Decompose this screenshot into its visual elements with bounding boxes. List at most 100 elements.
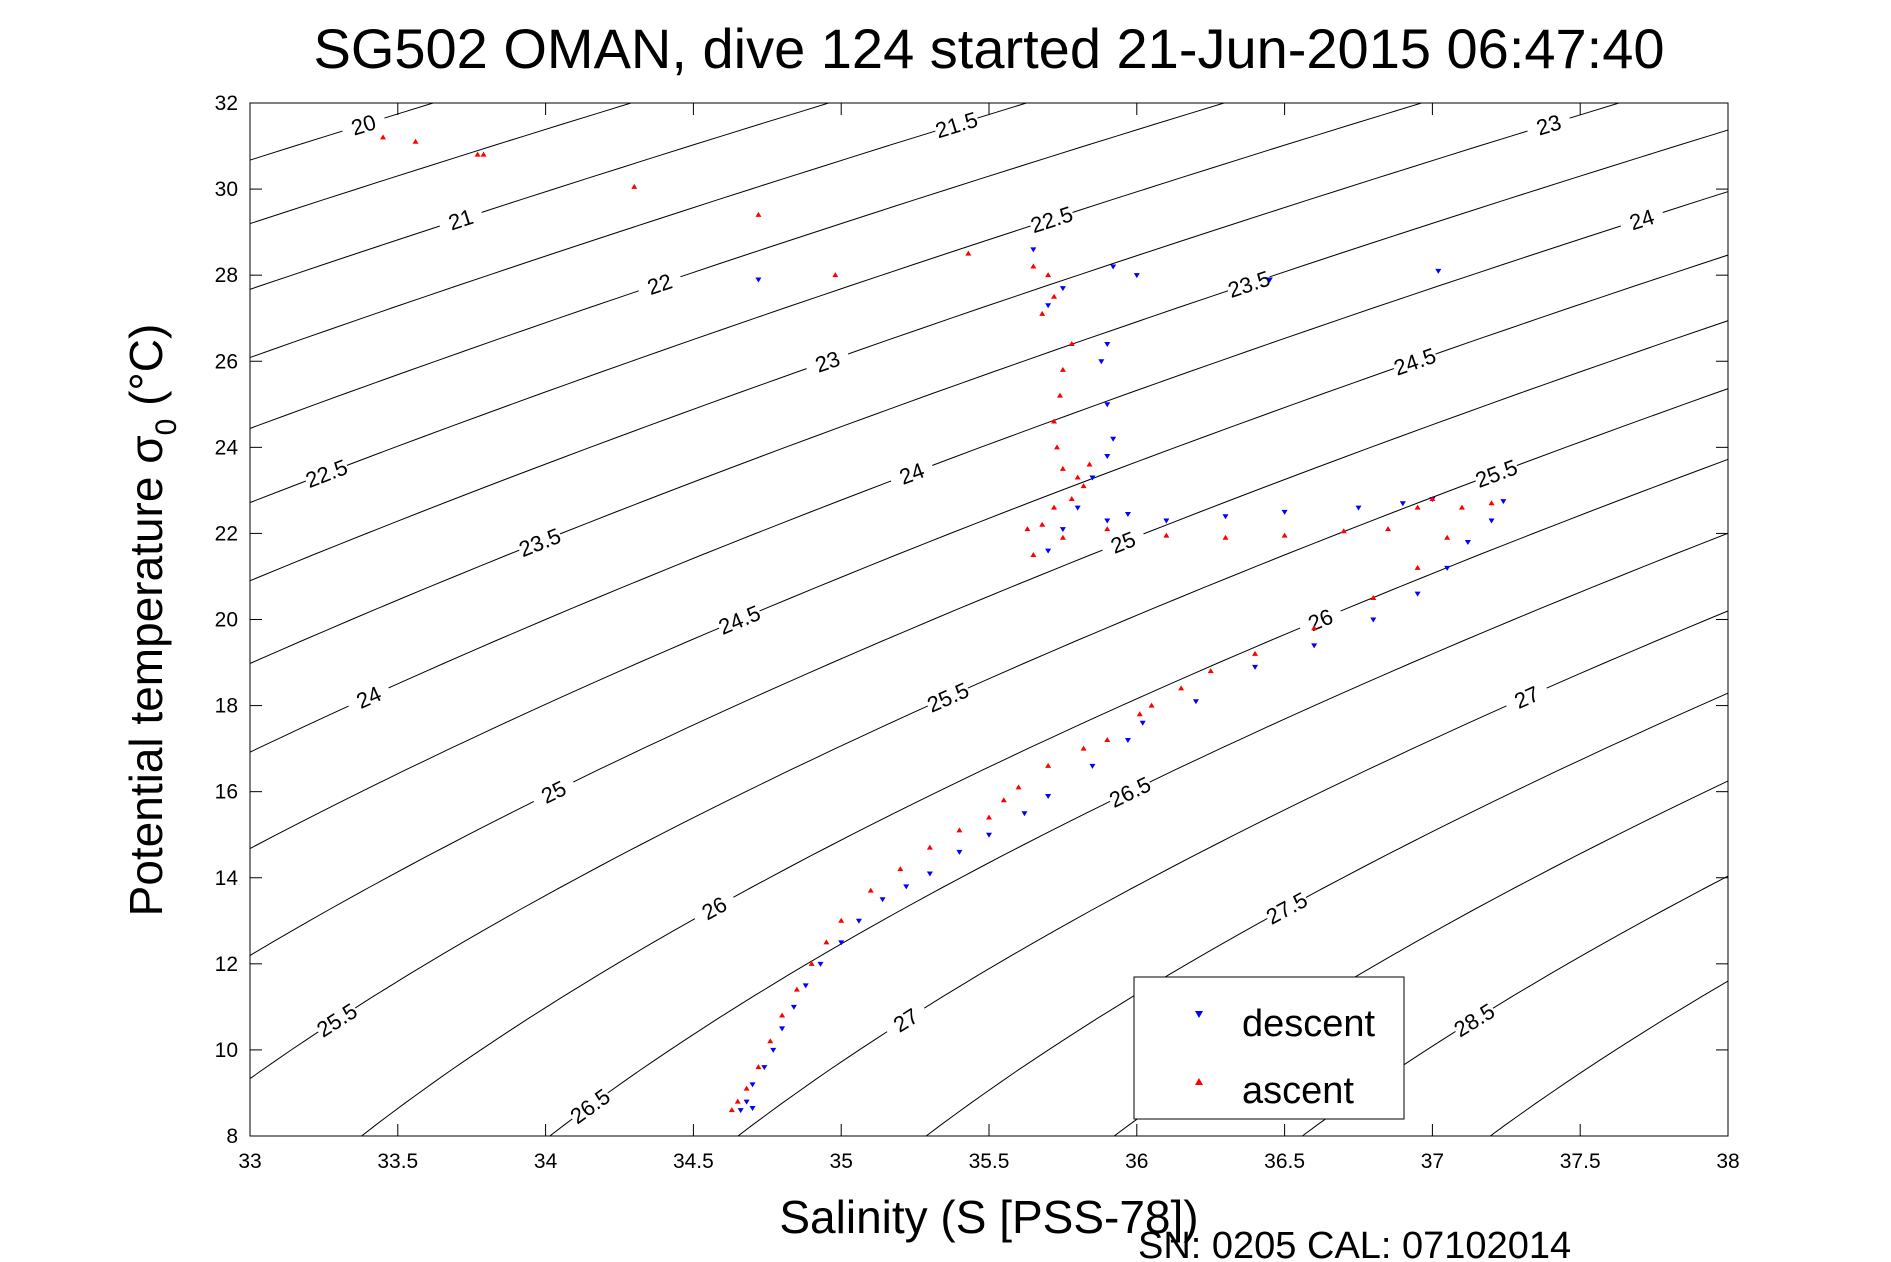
ascent-point bbox=[743, 1085, 750, 1091]
series-descent bbox=[737, 247, 1507, 1114]
descent-point bbox=[1104, 402, 1111, 408]
contour-label-bg bbox=[1523, 105, 1574, 144]
legend-ascent-label: ascent bbox=[1242, 1070, 1354, 1112]
legend-descent-label: descent bbox=[1242, 1003, 1376, 1045]
serial-calibration-footer: SN: 0205 CAL: 07102014 bbox=[1138, 1225, 1571, 1262]
descent-point bbox=[1464, 540, 1471, 546]
legend-ascent-marker bbox=[1195, 1078, 1203, 1085]
descent-point bbox=[1104, 342, 1111, 348]
ascent-point bbox=[1311, 625, 1318, 631]
y-axis-label-unit: (°C) bbox=[120, 324, 172, 419]
ascent-point bbox=[1163, 532, 1170, 538]
descent-point bbox=[1192, 699, 1199, 705]
y-tick-label: 12 bbox=[215, 953, 238, 976]
series-ascent bbox=[380, 134, 1495, 1113]
contour-label-bg bbox=[802, 341, 853, 381]
contour-label-bg bbox=[514, 521, 565, 563]
ascent-point bbox=[1051, 293, 1058, 299]
descent-point bbox=[956, 849, 963, 855]
contour-label-bg bbox=[1448, 997, 1500, 1043]
legend-descent-marker bbox=[1195, 1011, 1203, 1018]
descent-point bbox=[879, 897, 886, 903]
descent-point bbox=[1098, 359, 1105, 365]
descent-point bbox=[1089, 475, 1096, 481]
descent-point bbox=[743, 1099, 750, 1105]
descent-point bbox=[817, 961, 824, 967]
density-contour bbox=[250, 103, 1226, 429]
contour-label-bg bbox=[886, 453, 937, 494]
y-axis-label: Potential temperature σ0 (°C) bbox=[120, 324, 183, 917]
density-contour bbox=[1489, 980, 1728, 1136]
ascent-point bbox=[956, 827, 963, 833]
x-tick-label: 36.5 bbox=[1264, 1150, 1305, 1173]
ascent-point bbox=[1340, 528, 1347, 534]
ascent-point bbox=[897, 866, 904, 872]
ascent-point bbox=[986, 814, 992, 820]
ascent-point bbox=[1370, 594, 1377, 600]
descent-point bbox=[1059, 286, 1066, 292]
descent-point bbox=[903, 884, 910, 890]
ascent-point bbox=[838, 917, 845, 923]
ascent-point bbox=[1053, 444, 1060, 450]
density-contours bbox=[250, 103, 1728, 1136]
contour-label-bg bbox=[435, 200, 486, 239]
ascent-point bbox=[1252, 650, 1259, 656]
ascent-point bbox=[728, 1107, 735, 1113]
y-axis: 8 10 12 14 16 18 20 22 24 26 28 30 32 bbox=[215, 92, 1728, 1148]
contour-label-bg bbox=[1389, 341, 1440, 381]
x-axis: 33 33.5 34 34.5 35 35.5 36 36.5 37 37.5 38 bbox=[238, 103, 1740, 1173]
y-axis-label-subscript: 0 bbox=[150, 419, 183, 436]
ascent-point bbox=[1059, 534, 1066, 540]
legend-box bbox=[1133, 976, 1405, 1120]
ascent-point bbox=[1056, 392, 1063, 398]
descent-point bbox=[855, 918, 862, 924]
descent-point bbox=[1444, 565, 1451, 571]
contour-label-bg bbox=[1026, 200, 1077, 239]
y-tick-label: 8 bbox=[226, 1125, 238, 1148]
density-contour bbox=[250, 103, 831, 290]
descent-point bbox=[926, 871, 933, 877]
ascent-point bbox=[1444, 534, 1451, 540]
y-axis-label-main: Potential temperature σ bbox=[120, 435, 172, 916]
descent-point bbox=[1163, 518, 1170, 524]
x-tick-label: 33.5 bbox=[377, 1150, 418, 1173]
descent-point bbox=[770, 1047, 777, 1053]
ascent-point bbox=[1080, 745, 1087, 751]
descent-point bbox=[1059, 527, 1066, 533]
ascent-point bbox=[1030, 551, 1037, 557]
contour-label-bg bbox=[688, 885, 740, 930]
y-tick-label: 32 bbox=[215, 92, 238, 115]
ascent-point bbox=[1222, 534, 1229, 540]
descent-point bbox=[1311, 643, 1318, 649]
descent-point bbox=[1435, 268, 1442, 274]
x-tick-label: 35.5 bbox=[969, 1150, 1010, 1173]
x-tick-label: 34 bbox=[534, 1150, 558, 1173]
ascent-point bbox=[1414, 504, 1421, 510]
y-tick-label: 14 bbox=[215, 867, 239, 890]
ascent-point bbox=[1059, 465, 1066, 471]
descent-point bbox=[790, 1004, 797, 1010]
ascent-point bbox=[1136, 711, 1143, 717]
descent-point bbox=[1110, 264, 1117, 270]
ascent-point bbox=[1000, 797, 1007, 803]
descent-point bbox=[986, 832, 992, 838]
ascent-point bbox=[1104, 737, 1111, 743]
descent-point bbox=[749, 1082, 756, 1088]
ascent-point bbox=[1015, 784, 1022, 790]
descent-point bbox=[749, 1106, 756, 1112]
ascent-point bbox=[1074, 474, 1081, 480]
x-tick-label: 38 bbox=[1716, 1150, 1739, 1173]
ascent-point bbox=[1458, 504, 1465, 510]
contour-label-bg bbox=[922, 676, 974, 718]
descent-point bbox=[1500, 499, 1507, 505]
ascent-point bbox=[1104, 526, 1111, 532]
ascent-point bbox=[779, 1012, 786, 1018]
contour-label-bg bbox=[713, 599, 765, 641]
ascent-point bbox=[1068, 495, 1075, 501]
descent-point bbox=[761, 1065, 768, 1071]
descent-point bbox=[1030, 247, 1037, 253]
contour-label-bg bbox=[1261, 885, 1313, 930]
descent-point bbox=[1133, 273, 1140, 279]
x-tick-label: 34.5 bbox=[673, 1150, 714, 1173]
descent-point bbox=[1074, 505, 1081, 511]
